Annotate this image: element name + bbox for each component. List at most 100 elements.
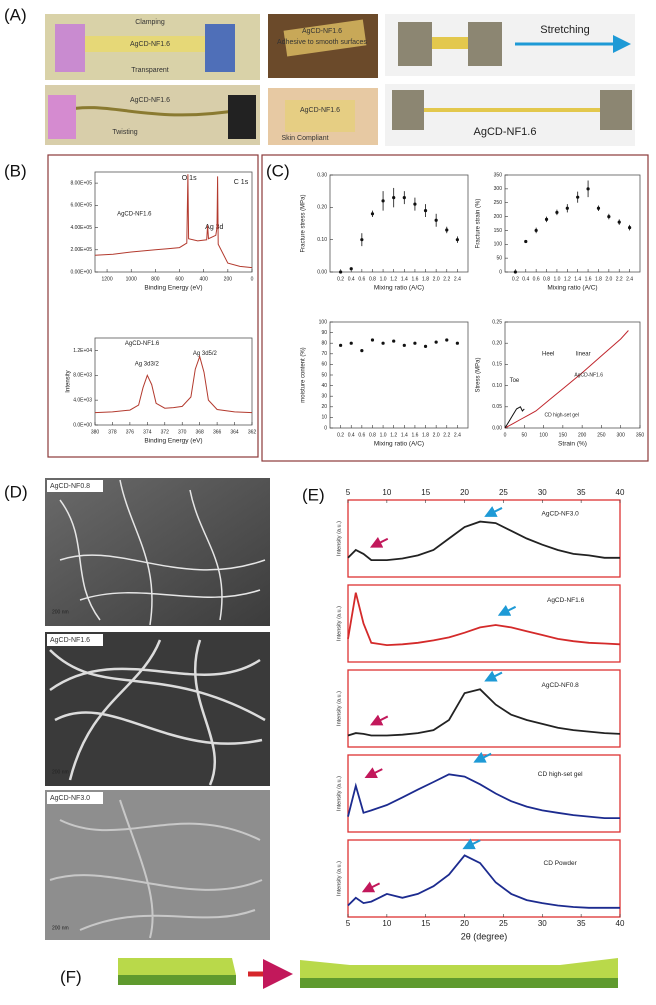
x-tick-label: 10 bbox=[382, 919, 391, 928]
x-tick-label: 0.2 bbox=[337, 276, 344, 282]
y-tick-label: 20 bbox=[321, 404, 327, 410]
y-tick-label: 350 bbox=[494, 172, 503, 178]
photo-label: AgCD-NF1.6 bbox=[474, 126, 537, 138]
x-tick-label: 200 bbox=[578, 432, 587, 438]
pointer-arrow bbox=[462, 838, 481, 850]
y-tick-label: 0.15 bbox=[492, 362, 502, 368]
x-tick-label: 5 bbox=[346, 919, 351, 928]
photo-label: Adhesive to smooth surfaces bbox=[277, 39, 367, 46]
annotation: Heel bbox=[542, 351, 554, 357]
line bbox=[94, 354, 253, 414]
x-tick-label: 800 bbox=[151, 276, 160, 282]
y-tick-label: 0.20 bbox=[492, 341, 502, 347]
y-tick-label: 0.10 bbox=[317, 237, 327, 243]
x-tick-label: 1.4 bbox=[401, 276, 408, 282]
y-axis-label: Intensity (a.u.) bbox=[336, 521, 342, 556]
annotation: AgCD-NF1.6 bbox=[117, 212, 152, 218]
x-tick-label: 0.8 bbox=[369, 276, 376, 282]
sem-image bbox=[45, 478, 270, 626]
y-tick-label: 8.0E+03 bbox=[73, 373, 92, 379]
y-tick-label: 40 bbox=[321, 383, 327, 389]
x-tick-label: 0.8 bbox=[543, 276, 550, 282]
point bbox=[392, 196, 396, 200]
x-tick-label: 364 bbox=[230, 429, 239, 435]
point bbox=[565, 206, 569, 210]
plot-frame bbox=[329, 174, 469, 273]
panel-f bbox=[118, 958, 618, 989]
x-axis-label: Binding Energy (eV) bbox=[144, 438, 202, 445]
y-tick-label: 0.00E+00 bbox=[70, 269, 92, 275]
x-tick-label: 1.8 bbox=[595, 276, 602, 282]
x-tick-label: 250 bbox=[597, 432, 606, 438]
pointer-arrow bbox=[497, 604, 517, 616]
scale-bar: 200 nm bbox=[52, 769, 69, 775]
sem-label: AgCD-NF1.6 bbox=[50, 637, 90, 644]
plot-frame bbox=[94, 337, 253, 426]
point bbox=[381, 341, 385, 345]
x-tick-label: 368 bbox=[195, 429, 204, 435]
y-tick-label: 6.00E+05 bbox=[70, 203, 92, 209]
x-tick-label: 300 bbox=[617, 432, 626, 438]
line bbox=[347, 854, 620, 909]
photo-label: Twisting bbox=[112, 129, 137, 136]
y-axis-label: moisture content (%) bbox=[301, 347, 307, 402]
y-tick-label: 0.25 bbox=[492, 319, 502, 325]
y-axis-label: Intensity (a.u.) bbox=[336, 691, 342, 726]
annotation: O 1s bbox=[182, 175, 197, 182]
series-label: CD high-set gel bbox=[538, 771, 583, 778]
point bbox=[544, 217, 549, 221]
x-tick-label: 0.6 bbox=[358, 276, 365, 282]
panel-label: (F) bbox=[60, 967, 82, 986]
x-tick-label: 400 bbox=[200, 276, 209, 282]
gel-side bbox=[118, 975, 236, 985]
photo-label: AgCD-NF1.6 bbox=[130, 41, 170, 48]
point bbox=[370, 338, 375, 342]
line bbox=[94, 174, 253, 269]
x-axis-label: Binding Energy (eV) bbox=[144, 285, 202, 292]
x-tick-label: 1.8 bbox=[422, 432, 429, 438]
gel-top bbox=[300, 958, 618, 978]
x-tick-label: 0.4 bbox=[348, 432, 355, 438]
panel-label: (C) bbox=[266, 161, 290, 180]
x-axis-label: 2θ (degree) bbox=[461, 931, 508, 941]
plot-frame bbox=[504, 174, 641, 273]
y-tick-label: 100 bbox=[319, 319, 328, 325]
x-tick-label: 1000 bbox=[126, 276, 137, 282]
y-tick-label: 0.20 bbox=[317, 205, 327, 211]
label-box bbox=[47, 480, 103, 492]
x-tick-label: 2.4 bbox=[454, 276, 461, 282]
y-tick-label: 300 bbox=[494, 186, 503, 192]
point bbox=[445, 228, 449, 232]
line bbox=[347, 773, 620, 819]
x-axis-label: Mixing ratio (A/C) bbox=[374, 441, 424, 448]
grip bbox=[468, 22, 502, 66]
x-tick-label: 10 bbox=[382, 488, 391, 497]
x-tick-label: 20 bbox=[460, 919, 469, 928]
point bbox=[413, 202, 417, 206]
x-tick-label: 0.2 bbox=[337, 432, 344, 438]
y-tick-label: 2.00E+05 bbox=[70, 247, 92, 253]
y-axis-label: Fracture strain (%) bbox=[476, 199, 482, 249]
point bbox=[402, 196, 406, 200]
x-tick-label: 25 bbox=[499, 488, 508, 497]
x-tick-label: 0.4 bbox=[348, 276, 355, 282]
grip bbox=[398, 22, 432, 66]
point bbox=[402, 343, 406, 347]
fibers bbox=[59, 479, 266, 626]
photo-label: AgCD-NF1.6 bbox=[302, 28, 342, 35]
panel-b-frame bbox=[47, 154, 259, 458]
y-tick-label: 10 bbox=[321, 415, 327, 421]
y-tick-label: 0 bbox=[499, 269, 502, 275]
point bbox=[586, 187, 590, 191]
point bbox=[360, 238, 364, 242]
point bbox=[607, 214, 611, 219]
sem-image bbox=[45, 632, 270, 786]
twisted-film bbox=[64, 106, 241, 117]
x-tick-label: 1.2 bbox=[390, 276, 397, 282]
x-tick-label: 200 bbox=[224, 276, 233, 282]
x-tick-label: 2.4 bbox=[454, 432, 461, 438]
series-label: AgCD-NF3.0 bbox=[542, 511, 580, 518]
annotation: Toe bbox=[510, 378, 520, 384]
clamp bbox=[55, 24, 85, 72]
x-tick-label: 2.2 bbox=[443, 276, 450, 282]
